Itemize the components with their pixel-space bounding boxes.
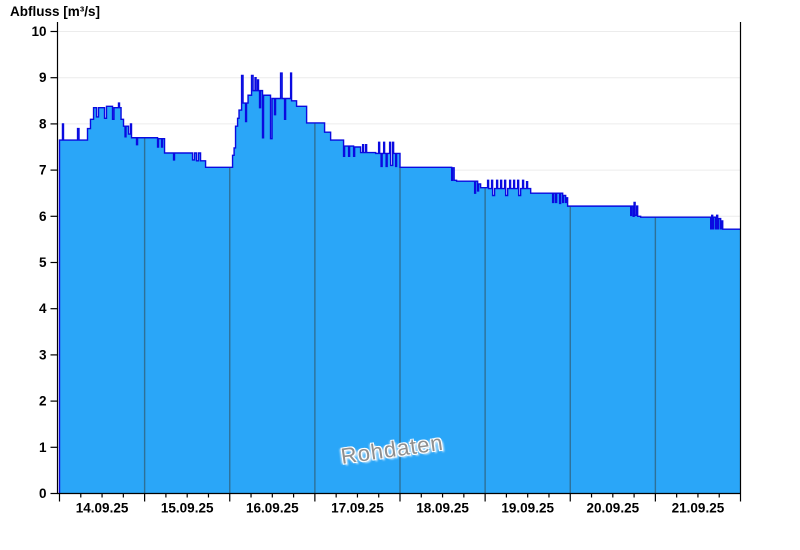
y-tick-label: 9 <box>39 70 47 85</box>
y-tick-label: 8 <box>39 116 47 131</box>
y-axis-ticks: 0 1 2 3 4 5 6 7 8 9 10 <box>31 24 58 501</box>
x-tick-label: 20.09.25 <box>587 501 640 516</box>
x-tick-label: 17.09.25 <box>331 501 384 516</box>
x-tick-label: 15.09.25 <box>161 501 214 516</box>
day-separator-lines <box>143 122 657 493</box>
y-tick-label: 5 <box>39 255 47 270</box>
x-tick-label: 14.09.25 <box>76 501 129 516</box>
x-axis-ticks: 14.09.25 15.09.25 16.09.25 17.09.25 18.09.25… <box>58 493 742 516</box>
chart-title: Abfluss [m³/s] <box>10 4 101 19</box>
y-tick-label: 1 <box>39 440 47 455</box>
x-tick-label: 21.09.25 <box>672 501 725 516</box>
series-line <box>58 72 741 494</box>
x-tick-label: 16.09.25 <box>246 501 299 516</box>
axes <box>56 22 742 495</box>
x-tick-label: 18.09.25 <box>416 501 469 516</box>
y-tick-label: 7 <box>39 163 47 178</box>
y-tick-label: 3 <box>39 347 47 362</box>
y-tick-label: 6 <box>39 209 47 224</box>
y-tick-label: 2 <box>39 394 47 409</box>
y-tick-label: 10 <box>31 24 46 39</box>
x-tick-label: 19.09.25 <box>501 501 554 516</box>
y-tick-label: 0 <box>39 486 47 501</box>
y-tick-label: 4 <box>39 301 47 316</box>
